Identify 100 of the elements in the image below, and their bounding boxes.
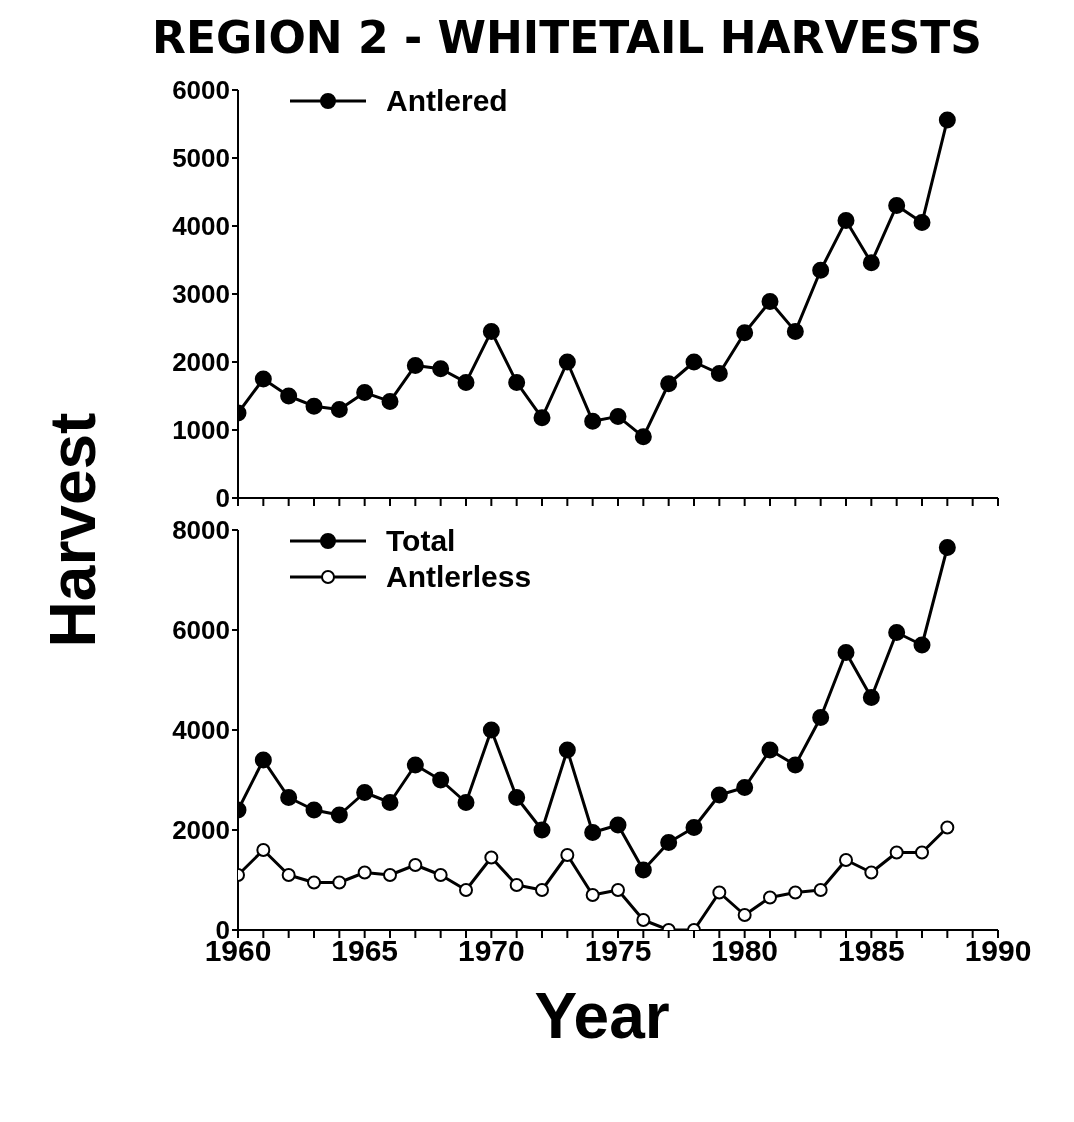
point — [330, 401, 348, 419]
point — [837, 644, 855, 661]
y-tick-label: 8000 — [172, 515, 230, 546]
point — [457, 794, 475, 811]
point — [938, 539, 956, 556]
point — [356, 384, 374, 402]
y-tick-label: 1000 — [172, 415, 230, 446]
y-tick-label: 6000 — [172, 615, 230, 646]
point — [254, 751, 272, 769]
point — [913, 214, 931, 232]
x-tick-label: 1965 — [331, 934, 399, 968]
point — [788, 885, 803, 900]
x-tick-label: 1975 — [584, 934, 652, 968]
point — [710, 786, 728, 804]
point — [685, 819, 703, 836]
point — [381, 794, 399, 811]
y-tick-label: 2000 — [172, 815, 230, 846]
y-tick-label: 4000 — [172, 211, 230, 242]
point — [357, 865, 372, 880]
point — [558, 353, 576, 371]
point — [432, 360, 450, 378]
point — [584, 412, 602, 430]
y-tick-label: 6000 — [172, 75, 230, 106]
y-tick-label: 5000 — [172, 143, 230, 174]
point — [280, 789, 298, 806]
point — [786, 756, 804, 774]
point — [736, 779, 754, 796]
point — [812, 709, 830, 726]
point — [913, 636, 931, 654]
point — [484, 850, 499, 865]
y-tick-label: 3000 — [172, 279, 230, 310]
point — [356, 784, 374, 801]
point — [406, 356, 424, 374]
point — [940, 820, 955, 835]
point — [482, 322, 500, 340]
point — [609, 816, 627, 834]
point — [685, 353, 703, 371]
point — [281, 868, 296, 882]
x-tick-label: 1985 — [837, 934, 905, 968]
point — [862, 254, 880, 272]
y-tick-label: 4000 — [172, 715, 230, 746]
point — [839, 853, 853, 867]
point — [813, 883, 828, 897]
point — [915, 845, 929, 860]
point — [786, 322, 804, 340]
point — [509, 878, 524, 892]
point — [737, 908, 752, 922]
x-tick-label: 1990 — [964, 934, 1032, 968]
point — [408, 858, 423, 872]
point — [457, 373, 475, 391]
point — [636, 913, 651, 927]
point — [761, 292, 779, 310]
point — [712, 885, 727, 900]
point — [889, 845, 904, 860]
x-tick-label: 1980 — [711, 934, 779, 968]
point — [535, 883, 549, 897]
point — [305, 801, 323, 819]
point — [560, 848, 575, 862]
legend-label: Total — [386, 523, 456, 559]
point — [888, 624, 906, 641]
legend-label: Antlerless — [386, 559, 532, 595]
y-axis-title: Harvest — [36, 412, 110, 648]
point — [383, 868, 397, 882]
point — [888, 197, 906, 215]
point — [482, 721, 500, 739]
point — [634, 861, 652, 879]
point — [433, 868, 448, 882]
point — [459, 883, 473, 897]
point — [558, 741, 576, 759]
point — [736, 324, 754, 342]
point — [432, 771, 450, 789]
point — [584, 824, 602, 841]
point — [862, 689, 880, 706]
point — [660, 375, 678, 393]
point — [763, 890, 777, 905]
point — [254, 370, 272, 388]
point — [864, 865, 879, 880]
point — [585, 888, 600, 902]
point — [634, 428, 652, 446]
x-axis-title: Year — [533, 979, 671, 1053]
point — [609, 407, 627, 425]
point — [710, 365, 728, 383]
point — [307, 875, 321, 890]
point — [406, 756, 424, 774]
y-tick-label: 0 — [215, 483, 230, 514]
point — [611, 883, 625, 897]
point — [938, 111, 956, 129]
point — [761, 741, 779, 759]
point — [660, 834, 678, 851]
point — [280, 387, 298, 405]
point — [508, 789, 526, 806]
y-tick-label: 2000 — [172, 347, 230, 378]
point — [381, 392, 399, 410]
point — [837, 212, 855, 230]
legend-label: Antlered — [386, 83, 508, 119]
point — [330, 806, 348, 824]
point — [332, 875, 347, 890]
point — [256, 843, 271, 857]
point — [508, 373, 526, 391]
x-tick-label: 1970 — [457, 934, 525, 968]
